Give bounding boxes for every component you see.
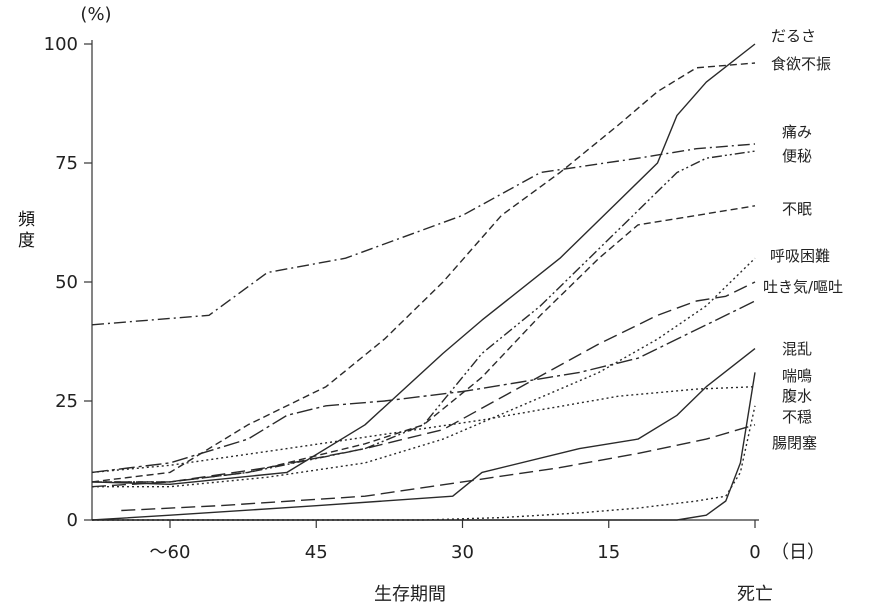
- series-line-11: [121, 424, 756, 512]
- series-line-12: [92, 372, 756, 521]
- legend-label-7: 混乱: [782, 340, 812, 358]
- y-tick-label: 50: [55, 272, 78, 293]
- x-axis-label: 生存期間: [374, 584, 446, 605]
- series-line-7: [91, 348, 756, 521]
- legend-label-6: 吐き気/嘔吐: [763, 278, 843, 296]
- legend-label-2: 痛み: [782, 123, 812, 141]
- legend-label-5: 呼吸困難: [770, 247, 830, 265]
- x-axis-end-label: 死亡: [737, 584, 773, 605]
- series-line-9: [91, 300, 756, 474]
- legend-label-1: 食欲不振: [771, 55, 831, 73]
- series-line-0: [91, 43, 756, 485]
- series-line-4: [92, 205, 756, 483]
- series-line-6: [91, 281, 756, 488]
- legend-label-3: 便秘: [782, 147, 812, 165]
- x-axis-unit: （日）: [771, 542, 825, 563]
- series-line-2: [91, 143, 756, 326]
- legend-label-4: 不眠: [782, 200, 812, 218]
- x-tick-label: 15: [597, 542, 620, 563]
- y-tick-label: 25: [55, 391, 78, 412]
- series-line-10: [92, 405, 756, 521]
- series-line-1: [91, 62, 756, 483]
- y-axis-label: 頻度: [18, 210, 35, 251]
- y-tick-label: 0: [67, 510, 78, 531]
- legend-label-0: だるさ: [771, 27, 816, 45]
- legend-label-10: 不穏: [782, 408, 812, 426]
- legend-label-9: 腹水: [782, 387, 812, 405]
- series-line-5: [92, 257, 756, 488]
- x-tick-label: 〜60: [150, 542, 191, 563]
- legend-label-11: 腸閉塞: [772, 434, 817, 452]
- y-tick-label: 100: [44, 34, 78, 55]
- x-tick-label: 45: [305, 542, 328, 563]
- x-tick-label: 0: [749, 542, 760, 563]
- x-tick-label: 30: [451, 542, 474, 563]
- y-axis-unit: (%): [80, 4, 111, 25]
- y-tick-label: 75: [55, 153, 78, 174]
- legend-label-8: 喘鳴: [782, 367, 812, 385]
